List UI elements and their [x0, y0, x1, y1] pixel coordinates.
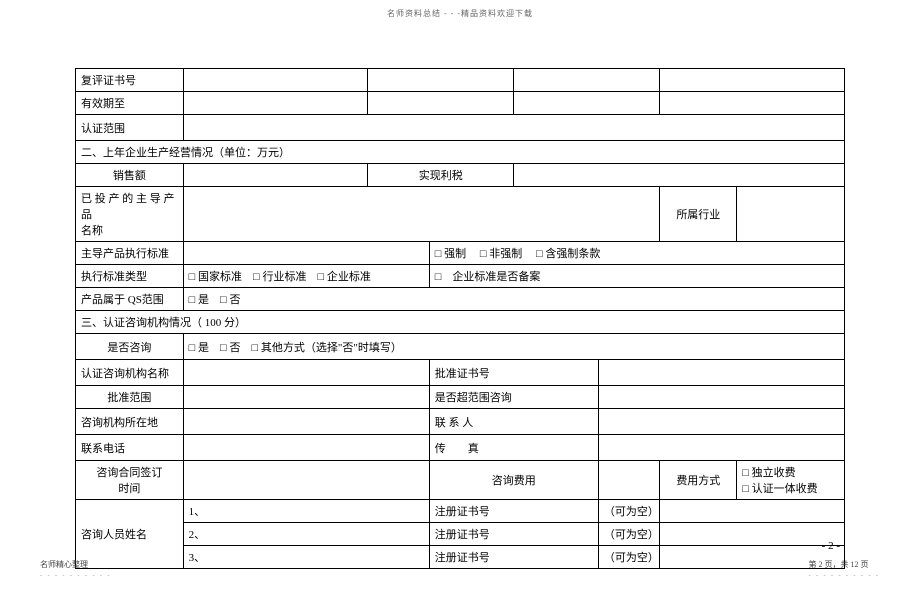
cell [183, 360, 429, 386]
label-cert-no: 复评证书号 [76, 69, 184, 92]
n1: 1、 [183, 500, 429, 523]
label-fee: 咨询费用 [429, 461, 598, 500]
n2: 2、 [183, 523, 429, 546]
qs-opts: □ 是 □ 否 [183, 288, 844, 311]
label-consult: 是否咨询 [76, 334, 184, 360]
text: □ 独立收费 [742, 467, 795, 479]
label-approve-no: 批准证书号 [429, 360, 598, 386]
empty3: （可为空） [598, 546, 660, 569]
cell [183, 242, 429, 265]
label-tax: 实现利税 [368, 164, 514, 187]
label-industry: 所属行业 [660, 187, 737, 242]
fee-opts: □ 独立收费 □ 认证一体收费 [737, 461, 845, 500]
std-opts: □ 强制 □ 非强制 □ 含强制条款 [429, 242, 844, 265]
text: 名称 [81, 225, 103, 237]
label-phone: 联系电话 [76, 435, 184, 461]
label-reg1: 注册证书号 [429, 500, 598, 523]
dots: - - - - - - - - - - [40, 573, 111, 579]
label-product: 已 投 产 的 主 导 产 品 名称 [76, 187, 184, 242]
cell [514, 69, 660, 92]
cell [660, 92, 845, 115]
cell [183, 115, 844, 141]
empty2: （可为空） [598, 523, 660, 546]
cell [660, 500, 845, 523]
page-header: 名师资料总结 - - -精品资料欢迎下载 [0, 0, 920, 19]
label-sales: 销售额 [76, 164, 184, 187]
label-over-scope: 是否超范围咨询 [429, 386, 598, 409]
section-2-header: 二、上年企业生产经营情况（单位：万元） [76, 141, 845, 164]
label-qs: 产品属于 QS范围 [76, 288, 184, 311]
empty1: （可为空） [598, 500, 660, 523]
cell [183, 409, 429, 435]
cell [183, 92, 368, 115]
cell [737, 187, 845, 242]
label-approve-scope: 批准范围 [76, 386, 184, 409]
label-contract: 咨询合同签订 时间 [76, 461, 184, 500]
page-number: - 2 - [822, 540, 840, 552]
label-contact: 联 系 人 [429, 409, 598, 435]
cell [368, 69, 514, 92]
label-valid: 有效期至 [76, 92, 184, 115]
cell [514, 92, 660, 115]
cell [183, 435, 429, 461]
std-type-opts: □ 国家标准 □ 行业标准 □ 企业标准 [183, 265, 429, 288]
cell [598, 360, 844, 386]
label-scope: 认证范围 [76, 115, 184, 141]
section-3-header: 三、认证咨询机构情况（ 100 分） [76, 311, 845, 334]
cell [598, 435, 844, 461]
label-fee-method: 费用方式 [660, 461, 737, 500]
cell [183, 386, 429, 409]
label-reg2: 注册证书号 [429, 523, 598, 546]
cell [660, 523, 845, 546]
n3: 3、 [183, 546, 429, 569]
cell [598, 409, 844, 435]
consult-opts: □ 是 □ 否 □ 其他方式（选择"否"时填写） [183, 334, 844, 360]
label-fax: 传 真 [429, 435, 598, 461]
cell [183, 69, 368, 92]
cell [368, 92, 514, 115]
footer-right: 第 2 页，共 12 页 - - - - - - - - - - [809, 559, 880, 579]
form-table: 复评证书号 有效期至 认证范围 二、上年企业生产经营情况（单位：万元） 销售额 … [75, 68, 845, 569]
cell [514, 164, 845, 187]
cell [183, 461, 429, 500]
cell [183, 187, 660, 242]
dots: - - - - - - - - - - [809, 573, 880, 579]
cell [660, 69, 845, 92]
cell [598, 461, 660, 500]
std-backup: □ 企业标准是否备案 [429, 265, 844, 288]
text: 已 投 产 的 主 导 产 品 [81, 193, 175, 221]
label-std: 主导产品执行标准 [76, 242, 184, 265]
text: 时间 [118, 483, 140, 495]
label-reg3: 注册证书号 [429, 546, 598, 569]
label-org-name: 认证咨询机构名称 [76, 360, 184, 386]
label-std-type: 执行标准类型 [76, 265, 184, 288]
footer-left: 名师精心整理 - - - - - - - - - - [40, 559, 111, 579]
text: □ 认证一体收费 [742, 483, 817, 495]
text: 咨询合同签订 [96, 467, 162, 479]
cell [598, 386, 844, 409]
label-org-loc: 咨询机构所在地 [76, 409, 184, 435]
text: 名师精心整理 [40, 560, 88, 569]
cell [183, 164, 368, 187]
text: 第 2 页，共 12 页 [809, 560, 869, 569]
